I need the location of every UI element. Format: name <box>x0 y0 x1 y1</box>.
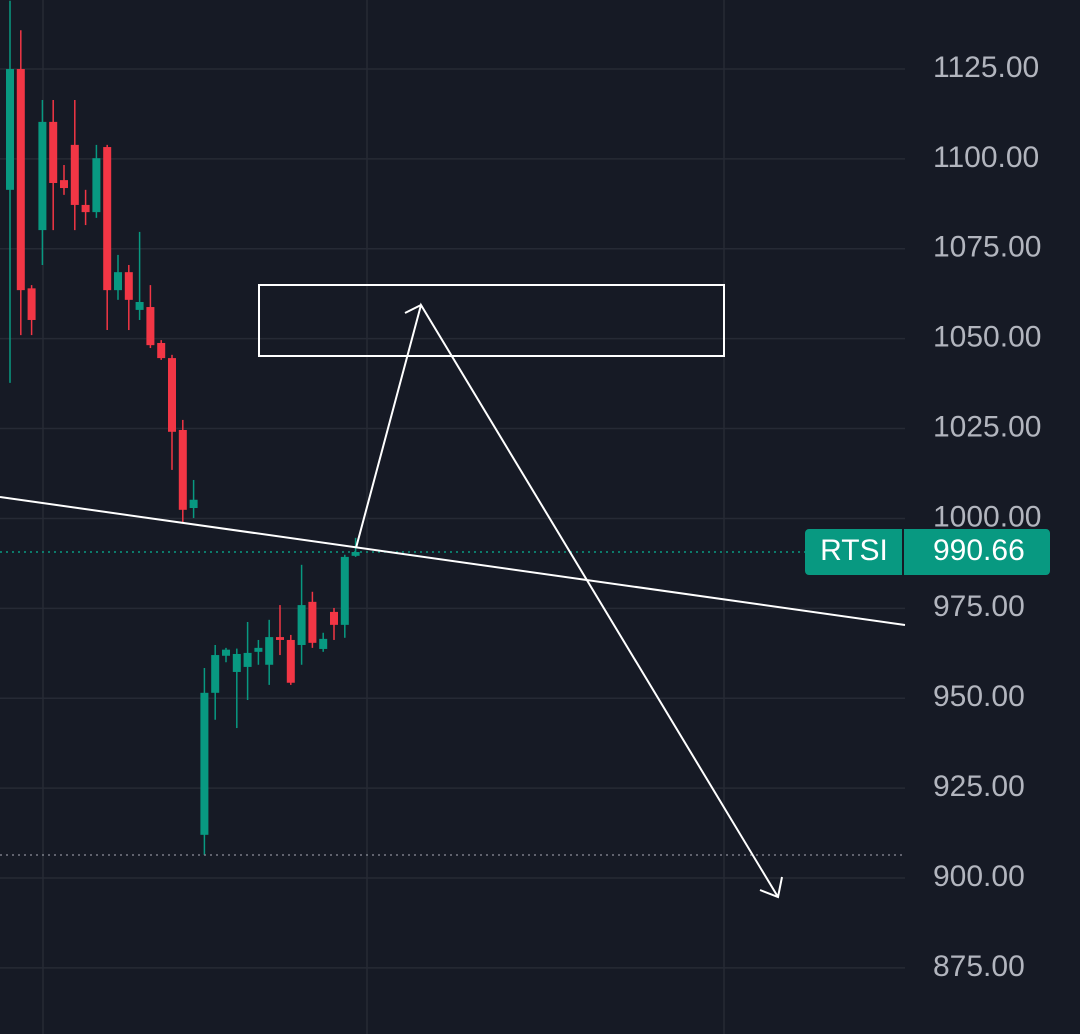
target-box <box>258 284 725 357</box>
candle-body <box>70 144 79 205</box>
candles <box>0 0 905 856</box>
candle-body <box>340 556 349 625</box>
candle-body <box>49 121 58 183</box>
candle-body <box>254 647 263 652</box>
y-tick-label: 1025.00 <box>933 410 1041 443</box>
candle-body <box>319 638 328 649</box>
candle-body <box>211 655 220 693</box>
candle-body <box>200 692 209 835</box>
candle-body <box>222 649 230 656</box>
candle-body <box>103 147 112 291</box>
y-tick-label: 875.00 <box>933 950 1025 983</box>
y-tick-label: 925.00 <box>933 770 1025 803</box>
y-tick-label: 900.00 <box>933 860 1025 893</box>
candle-body <box>232 653 241 672</box>
y-tick-label: 1000.00 <box>933 500 1041 533</box>
candle-body <box>276 637 284 640</box>
candle-body <box>265 637 274 665</box>
drawings <box>0 284 906 899</box>
y-tick-label: 975.00 <box>933 590 1025 623</box>
candle-body <box>27 288 36 320</box>
price-tag <box>805 529 1050 576</box>
y-tick-label: 1100.00 <box>933 141 1039 174</box>
trend-line <box>0 496 906 626</box>
y-tick-label: 950.00 <box>933 680 1025 713</box>
candle-body <box>297 605 306 645</box>
arrow-head <box>759 876 783 899</box>
candle-body <box>60 180 68 189</box>
candle-body <box>92 158 101 213</box>
candle-body <box>157 342 166 359</box>
y-tick-label: 1050.00 <box>933 321 1041 354</box>
candle-body <box>308 601 317 643</box>
candle-body <box>168 358 176 432</box>
last-price-label: 990.66 <box>933 534 1025 567</box>
candle-body <box>146 307 155 346</box>
y-tick-label: 1075.00 <box>933 231 1041 264</box>
candle-body <box>189 499 198 509</box>
candle-body <box>6 69 14 190</box>
candle-body <box>243 652 252 667</box>
candle-body <box>178 429 187 510</box>
y-tick-label: 1125.00 <box>933 51 1039 84</box>
symbol-label: RTSI <box>820 534 888 567</box>
candle-body <box>330 611 338 625</box>
candle-body <box>81 204 90 213</box>
candle-body <box>38 121 47 231</box>
price-axis: 875.00 900.00 925.00 950.00 975.00 1000.00 102… <box>805 51 1050 983</box>
candle-body <box>286 639 295 683</box>
arrow-head <box>404 304 422 314</box>
candle-body <box>135 302 144 310</box>
candle-body <box>114 272 122 291</box>
candle-body <box>351 552 360 556</box>
candle-body <box>124 272 133 300</box>
candle-body <box>16 69 25 291</box>
